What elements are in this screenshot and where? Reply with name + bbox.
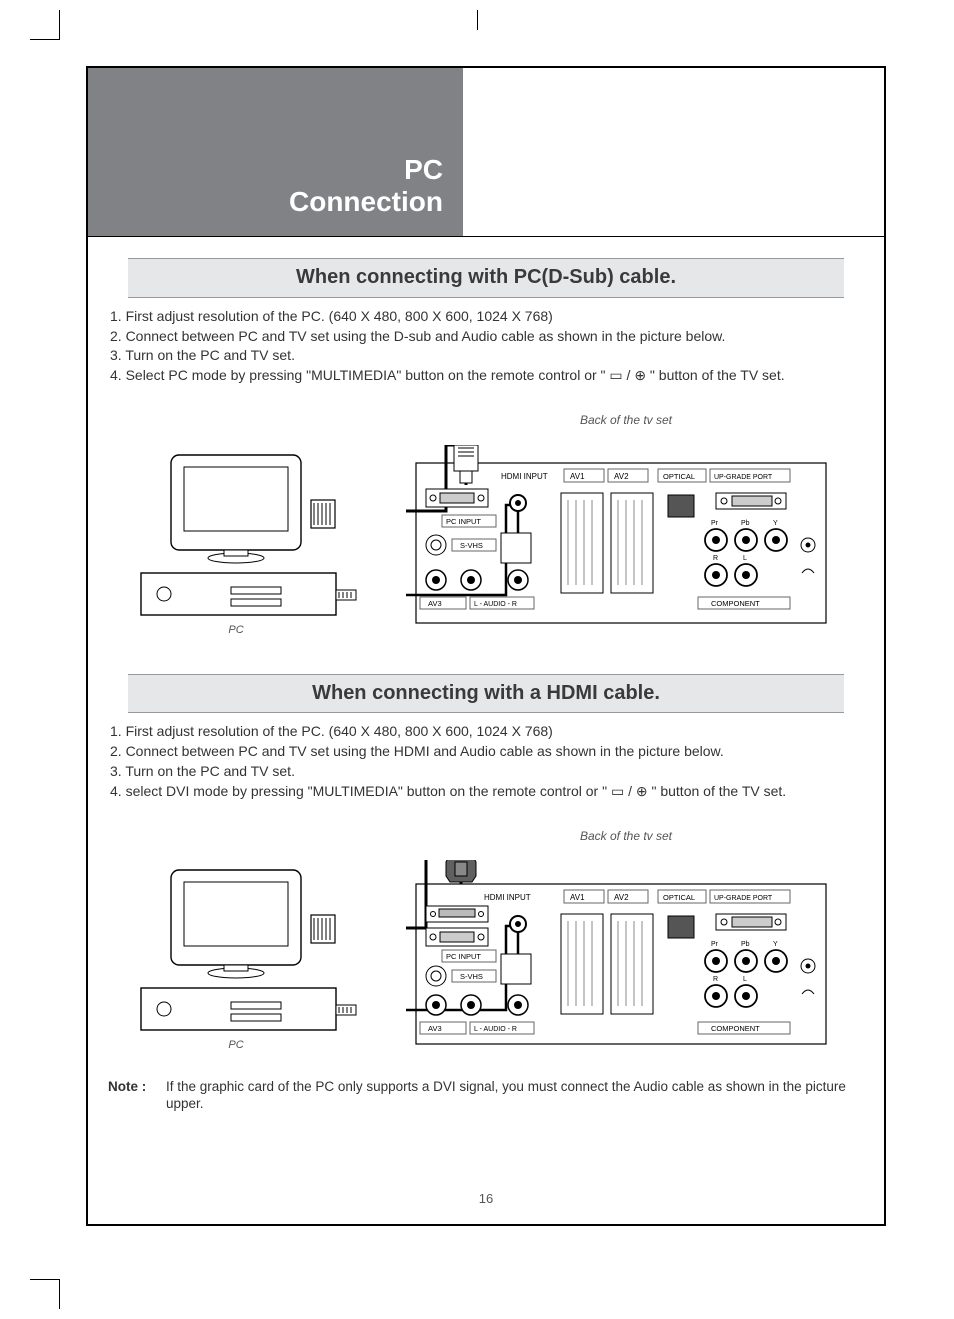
svg-text:PC INPUT: PC INPUT [446, 952, 481, 961]
section1-step-2: 2. Connect between PC and TV set using t… [110, 328, 864, 346]
svg-text:AV1: AV1 [570, 472, 585, 481]
section2-step-4: 4. select DVI mode by pressing "MULTIMED… [110, 783, 864, 801]
section2-step-2: 2. Connect between PC and TV set using t… [110, 743, 864, 761]
svg-text:AV3: AV3 [428, 599, 442, 608]
section2-step-1: 1. First adjust resolution of the PC. (6… [110, 723, 864, 741]
svg-text:R: R [713, 976, 718, 983]
svg-text:PC: PC [228, 1039, 243, 1051]
section1-step-4: 4. Select PC mode by pressing "MULTIMEDI… [110, 367, 864, 385]
svg-text:Pb: Pb [741, 941, 750, 948]
svg-text:AV2: AV2 [614, 893, 629, 902]
pc-illustration: PC [136, 445, 366, 640]
svg-text:PC INPUT: PC INPUT [446, 517, 481, 526]
tv-backpanel-illustration-2: HDMI INPUT AV1 AV2 OPTICAL UP-GRADE PORT [406, 860, 836, 1060]
section1-steps: 1. First adjust resolution of the PC. (6… [108, 308, 864, 386]
svg-text:AV3: AV3 [428, 1024, 442, 1033]
svg-text:L: L [743, 976, 747, 983]
svg-text:OPTICAL: OPTICAL [663, 893, 695, 902]
section1-step-1: 1. First adjust resolution of the PC. (6… [110, 308, 864, 326]
svg-text:HDMI INPUT: HDMI INPUT [484, 893, 531, 902]
svg-text:Pr: Pr [711, 520, 719, 527]
content-area: When connecting with PC(D-Sub) cable. 1.… [88, 258, 884, 1113]
note-label: Note : [108, 1078, 166, 1113]
section2-title: When connecting with a HDMI cable. [312, 682, 660, 704]
section1-back-label: Back of the tv set [388, 413, 864, 428]
svg-text:COMPONENT: COMPONENT [711, 599, 760, 608]
pc-illustration-2: PC [136, 860, 366, 1055]
crop-mark-top-center [477, 10, 478, 30]
section1-diagram: PC HDMI INPUT [108, 445, 864, 640]
svg-text:AV2: AV2 [614, 472, 629, 481]
pc-caption: PC [228, 624, 243, 636]
svg-text:L - AUDIO - R: L - AUDIO - R [474, 1026, 517, 1033]
svg-text:COMPONENT: COMPONENT [711, 1024, 760, 1033]
tv-backpanel-illustration-1: HDMI INPUT AV1 AV2 OPTICAL UP-GRADE PORT… [406, 445, 836, 640]
section1-step-3: 3. Turn on the PC and TV set. [110, 347, 864, 365]
note-text: If the graphic card of the PC only suppo… [166, 1078, 864, 1113]
svg-text:UP-GRADE PORT: UP-GRADE PORT [714, 895, 773, 902]
svg-text:HDMI INPUT: HDMI INPUT [501, 472, 548, 481]
section2-steps: 1. First adjust resolution of the PC. (6… [108, 723, 864, 801]
svg-text:S-VHS: S-VHS [460, 972, 483, 981]
section1-title: When connecting with PC(D-Sub) cable. [296, 266, 676, 288]
section2-back-label: Back of the tv set [388, 829, 864, 844]
header-line1: PC [404, 154, 443, 186]
section1-title-bar: When connecting with PC(D-Sub) cable. [128, 258, 844, 298]
section2-title-bar: When connecting with a HDMI cable. [128, 674, 844, 714]
svg-text:L - AUDIO - R: L - AUDIO - R [474, 601, 517, 608]
svg-text:Pr: Pr [711, 941, 719, 948]
header-line2: Connection [289, 186, 443, 218]
svg-text:OPTICAL: OPTICAL [663, 472, 695, 481]
svg-text:Y: Y [773, 941, 778, 948]
svg-text:S-VHS: S-VHS [460, 541, 483, 550]
page-number: 16 [88, 1191, 884, 1206]
svg-text:Y: Y [773, 520, 778, 527]
section2-diagram: PC HDMI INPUT AV1 AV2 OPTICA [108, 860, 864, 1060]
svg-text:UP-GRADE PORT: UP-GRADE PORT [714, 474, 773, 481]
page-frame: PC Connection When connecting with PC(D-… [86, 66, 886, 1226]
header-rule [88, 236, 884, 237]
crop-mark-bottom-left [30, 1279, 60, 1309]
header-block: PC Connection [88, 68, 463, 236]
crop-mark-top-left [30, 10, 60, 40]
note-block: Note : If the graphic card of the PC onl… [108, 1078, 864, 1113]
svg-text:Pb: Pb [741, 520, 750, 527]
svg-text:L: L [743, 555, 747, 562]
section2-step-3: 3. Turn on the PC and TV set. [110, 763, 864, 781]
svg-text:R: R [713, 555, 718, 562]
svg-text:AV1: AV1 [570, 893, 585, 902]
